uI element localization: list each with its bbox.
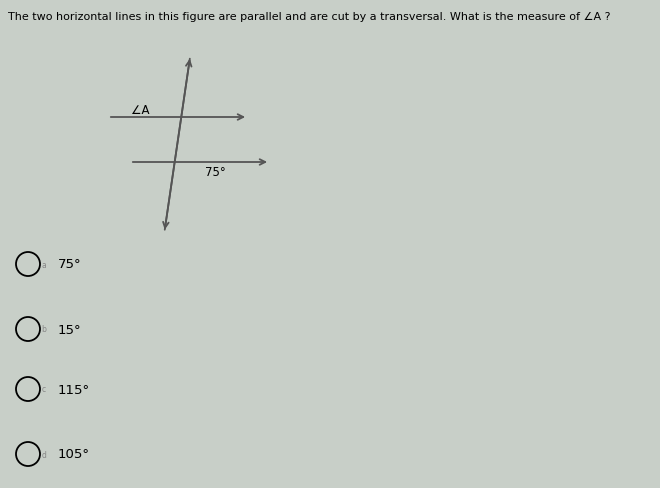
Text: d: d — [42, 449, 46, 459]
Text: a: a — [42, 260, 46, 269]
Text: b: b — [42, 325, 46, 334]
Text: 75°: 75° — [58, 258, 82, 271]
Text: 75°: 75° — [205, 166, 225, 179]
Text: ∠A: ∠A — [131, 103, 149, 116]
Text: 115°: 115° — [58, 383, 90, 396]
Text: 15°: 15° — [58, 323, 82, 336]
Text: c: c — [42, 385, 46, 394]
Text: The two horizontal lines in this figure are parallel and are cut by a transversa: The two horizontal lines in this figure … — [8, 12, 610, 22]
Text: 105°: 105° — [58, 447, 90, 461]
